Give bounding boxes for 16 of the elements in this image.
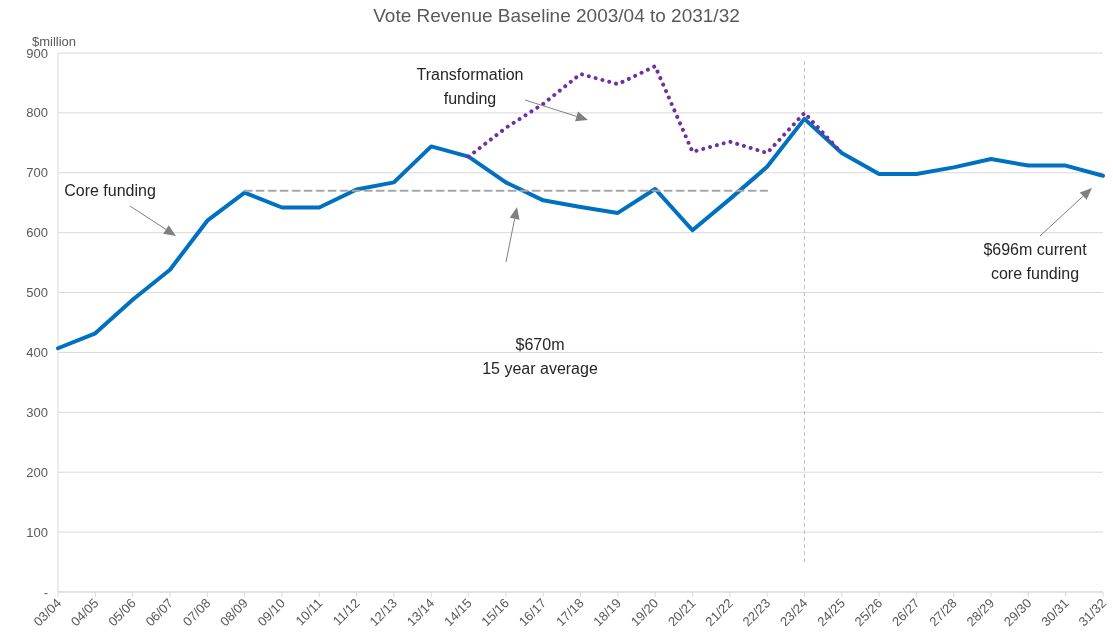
y-tick-label: 400: [26, 344, 48, 360]
chart-title: Vote Revenue Baseline 2003/04 to 2031/32: [373, 5, 740, 26]
y-tick-label: 600: [26, 225, 48, 241]
y-tick-label: -: [43, 584, 48, 600]
y-tick-label: 800: [26, 105, 48, 121]
y-tick-label: 500: [26, 285, 48, 301]
y-tick-label: 700: [26, 165, 48, 181]
y-axis-title: $million: [32, 34, 77, 49]
line-series: [56, 116, 1105, 351]
annotation: Transformation funding: [416, 66, 524, 107]
y-tick-label: 300: [26, 404, 48, 420]
annotation: $696m current core funding: [983, 241, 1088, 282]
annotation: $670m 15 year average: [482, 336, 598, 377]
y-tick-label: 200: [26, 464, 48, 480]
annotation: Core funding: [64, 182, 156, 199]
y-tick-label: 100: [26, 524, 48, 540]
